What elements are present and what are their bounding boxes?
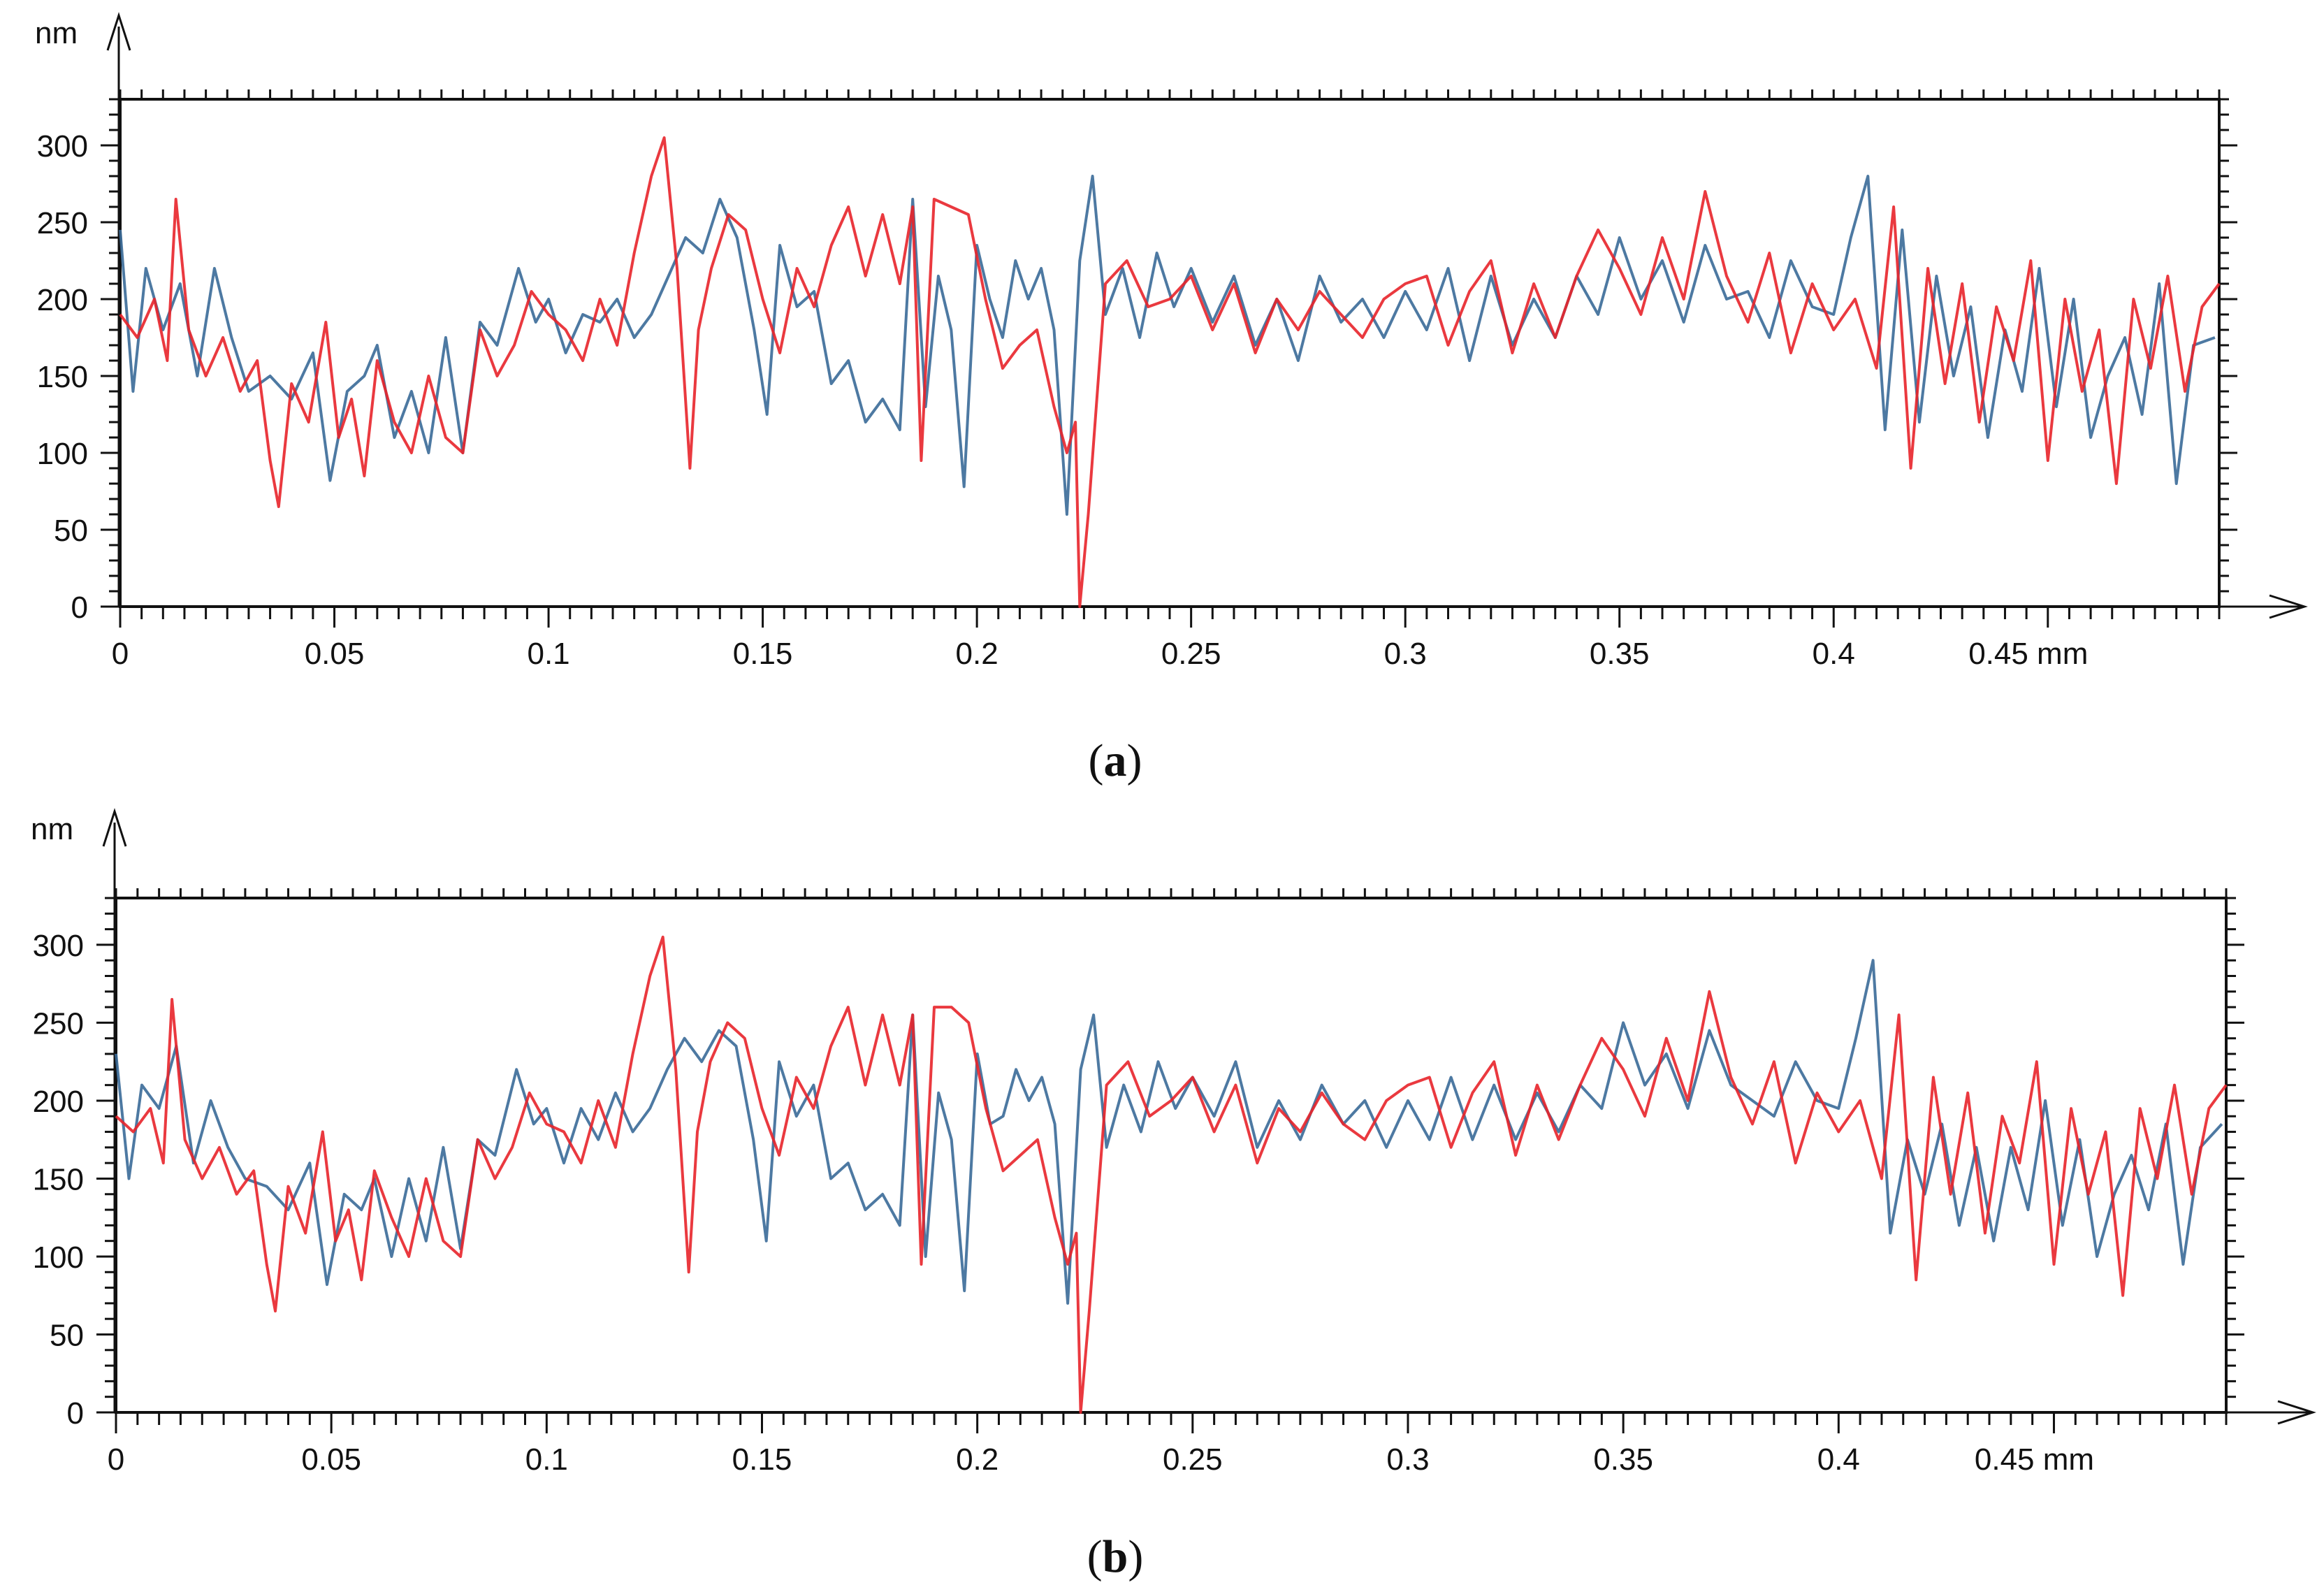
x-tick-label: 0 (112, 637, 129, 671)
caption-close-paren: ) (1127, 735, 1142, 786)
x-tick-label: 0.1 (527, 637, 569, 671)
series-line (115, 935, 2228, 1414)
y-axis-arrow (102, 808, 127, 847)
x-axis-arrow (2277, 1400, 2316, 1425)
panel-caption: (a) (1089, 735, 1142, 786)
caption-letter: a (1104, 735, 1127, 786)
x-tick-label: 0.05 (305, 637, 365, 671)
y-tick-label: 0 (71, 591, 88, 625)
x-tick-label: 0 (108, 1442, 124, 1477)
y-tick-label: 50 (50, 1318, 84, 1352)
profile-chart-b: 0 0.05 0.1 0.15 0.2 0.25 0.3 0.35 0.4 0.45 mm 0 50 1… (31, 808, 2316, 1582)
y-tick-label: 250 (37, 206, 88, 240)
y-tick-label: 300 (37, 129, 88, 164)
tick-labels: 0 0.05 0.1 0.15 0.2 0.25 0.3 0.35 0.4 0.45 mm 0 50 1… (37, 129, 2089, 671)
series-line (119, 136, 2221, 608)
x-tick-label: 0.35 (1593, 1442, 1653, 1477)
panel-caption: (b) (1087, 1531, 1144, 1582)
x-tick-label: 0.25 (1161, 637, 1221, 671)
y-tick-label: 300 (33, 929, 84, 963)
series-line (115, 959, 2223, 1305)
data-series (119, 136, 2221, 608)
y-tick-label: 50 (54, 514, 88, 548)
plot-frame (115, 897, 2228, 1414)
x-tick-label: 0.3 (1384, 637, 1427, 671)
y-tick-label: 100 (37, 437, 88, 471)
y-tick-label: 150 (37, 360, 88, 394)
axes (96, 808, 2316, 1433)
y-tick-label: 200 (37, 283, 88, 317)
data-series (115, 935, 2228, 1414)
x-tick-label: 0.25 (1163, 1442, 1223, 1477)
x-tick-label: 0.4 (1817, 1442, 1860, 1477)
y-tick-label: 150 (33, 1162, 84, 1196)
y-axis-arrow (106, 12, 131, 51)
x-tick-label: 0.2 (956, 637, 998, 671)
x-tick-label: 0.15 (732, 1442, 792, 1477)
caption-open-paren: ( (1087, 1531, 1103, 1582)
y-axis-unit-label: nm (35, 16, 78, 50)
x-axis-arrow (2269, 594, 2308, 619)
x-tick-label: 0.05 (301, 1442, 361, 1477)
series-line (119, 175, 2216, 516)
tick-labels: 0 0.05 0.1 0.15 0.2 0.25 0.3 0.35 0.4 0.45 mm 0 50 1… (33, 929, 2094, 1477)
x-tick-label: 0.35 (1590, 637, 1650, 671)
x-tick-label: 0.2 (956, 1442, 998, 1477)
y-axis-unit-label: nm (31, 812, 73, 846)
x-tick-label: 0.45 mm (1968, 637, 2088, 671)
caption-close-paren: ) (1128, 1531, 1143, 1582)
x-tick-label: 0.15 (733, 637, 793, 671)
x-tick-label: 0.4 (1813, 637, 1855, 671)
caption-letter: b (1103, 1531, 1128, 1582)
caption-open-paren: ( (1089, 735, 1104, 786)
x-tick-label: 0.3 (1386, 1442, 1429, 1477)
profile-chart-a: 0 0.05 0.1 0.15 0.2 0.25 0.3 0.35 0.4 0.45 mm 0 50 1… (35, 12, 2308, 786)
x-tick-label: 0.1 (525, 1442, 568, 1477)
x-tick-label: 0.45 mm (1975, 1442, 2094, 1477)
y-tick-label: 100 (33, 1240, 84, 1275)
y-tick-label: 200 (33, 1085, 84, 1119)
y-tick-label: 0 (67, 1396, 84, 1431)
y-tick-label: 250 (33, 1006, 84, 1041)
